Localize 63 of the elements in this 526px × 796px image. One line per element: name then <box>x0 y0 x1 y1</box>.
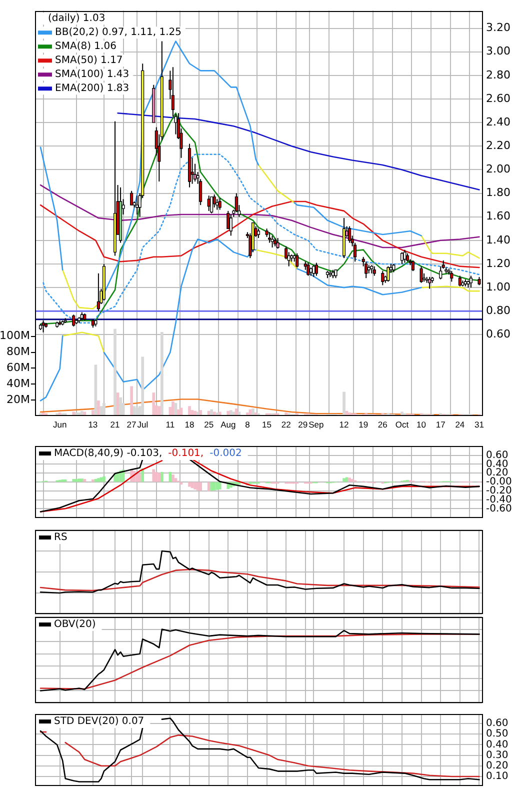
x-tick-label: 15 <box>262 420 272 430</box>
x-tick-label: Aug <box>220 420 236 430</box>
legend-label: SMA(8) 1.06 <box>55 41 116 52</box>
y-tick-label: 1.40 <box>486 233 510 246</box>
y-tick-label: 0.60 <box>486 450 508 461</box>
y-tick-label: 1.80 <box>486 186 510 200</box>
x-tick-label: 29 <box>298 420 308 430</box>
y-tick-label: 0.50 <box>486 728 508 740</box>
y2-tick-label: 80M <box>6 345 30 358</box>
x-tick-label: 24 <box>455 420 465 430</box>
y-tick-label: 0.40 <box>486 739 508 750</box>
x-tick-label: 18 <box>184 420 195 430</box>
x-tick-label: 31 <box>474 420 484 430</box>
y-tick-label: 1.00 <box>486 280 510 294</box>
legend-label: MACD(8,40,9) -0.103, <box>54 448 162 460</box>
y-tick-label: 1.60 <box>486 210 510 223</box>
x-tick-label: 8 <box>245 420 250 430</box>
x-tick-label: 21 <box>110 420 120 430</box>
y2-tick-label: 100M <box>0 329 30 342</box>
x-tick-label: 25 <box>204 420 214 430</box>
legend-label: RS <box>54 532 68 544</box>
x-tick-label: 26 <box>378 420 388 430</box>
chart-title: (daily) 1.03 <box>48 13 106 24</box>
series-label: -0.101, <box>168 448 204 460</box>
x-tick-label: 22 <box>281 420 292 430</box>
y-tick-label: 0.60 <box>486 328 510 341</box>
y2-tick-label: 60M <box>6 361 30 374</box>
y-tick-label: -0.40 <box>486 494 512 506</box>
y-tick-label: 2.00 <box>486 162 510 176</box>
x-tick-label: Sep <box>308 420 324 430</box>
y-tick-label: 3.20 <box>486 21 510 34</box>
x-tick-label: 11 <box>166 420 175 430</box>
x-tick-label: 19 <box>358 420 368 430</box>
x-tick-label: 12 <box>339 420 350 430</box>
y-tick-label: 0.60 <box>486 718 508 730</box>
x-tick-label: 17 <box>436 420 446 430</box>
x-tick-label: 27 <box>126 420 137 430</box>
legend-label: EMA(200) 1.83 <box>55 83 130 94</box>
y-tick-label: -0.60 <box>486 503 512 514</box>
y-tick-label: 2.40 <box>486 115 510 128</box>
y-tick-label: 0.10 <box>486 771 508 782</box>
x-tick-label: 10 <box>416 420 426 430</box>
legend-label: SMA(100) 1.43 <box>55 69 130 80</box>
legend-label: SMA(50) 1.17 <box>55 55 123 66</box>
annotation: -0.002 <box>210 448 242 460</box>
y-tick-label: 1.20 <box>486 256 510 270</box>
y-tick-label: -0.20 <box>486 485 512 496</box>
y-tick-label: 2.60 <box>486 92 510 105</box>
y-tick-label: 2.80 <box>486 68 510 82</box>
y-tick-label: 0.30 <box>486 750 508 761</box>
y-tick-label: 2.20 <box>486 138 510 152</box>
y-tick-label: 0.80 <box>486 304 510 317</box>
x-tick-label: Oct <box>395 420 410 430</box>
legend-label: BB(20,2) 0.97, 1.11, 1.25 <box>55 27 182 38</box>
legend-label: STD DEV(20) 0.07 <box>54 716 144 728</box>
x-tick-label: 13 <box>88 420 98 430</box>
x-tick-label: Jul <box>137 420 148 430</box>
x-tick-label: Jun <box>52 420 67 430</box>
y2-tick-label: 20M <box>6 392 30 406</box>
y2-tick-label: 40M <box>6 377 30 390</box>
y-tick-label: 3.00 <box>486 44 510 58</box>
legend-label: OBV(20) <box>54 619 96 630</box>
y-tick-label: 0.20 <box>486 760 508 772</box>
